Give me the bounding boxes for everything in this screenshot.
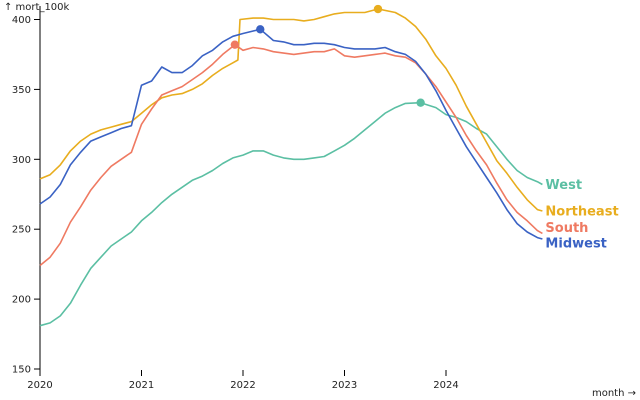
y-tick-label: 150 <box>12 365 31 376</box>
y-tick-label: 250 <box>12 225 31 236</box>
y-axis-ticks: 150 200 250 300 350 400 <box>12 15 40 376</box>
series-label-midwest: Midwest <box>545 236 606 251</box>
y-tick-label: 200 <box>12 295 31 306</box>
y-axis-label: ↑ mort_100k <box>4 2 70 13</box>
series-label-west: West <box>545 178 582 193</box>
series-line-northeast <box>39 8 543 212</box>
x-tick-label: 2023 <box>332 380 357 391</box>
y-tick-label: 350 <box>12 85 31 96</box>
x-tick-label: 2024 <box>433 380 458 391</box>
series-lines <box>39 8 543 327</box>
x-axis-ticks: 2020 2021 2022 2023 2024 <box>27 370 459 391</box>
peak-marker-south <box>230 40 240 49</box>
series-label-northeast: Northeast <box>545 205 618 220</box>
peak-markers <box>230 4 425 107</box>
x-tick-label: 2020 <box>27 380 52 391</box>
x-axis-label: month → <box>592 388 636 399</box>
series-line-south <box>39 43 543 267</box>
y-tick-label: 400 <box>12 15 31 26</box>
x-tick-label: 2021 <box>129 380 154 391</box>
series-line-midwest <box>39 28 543 240</box>
peak-marker-west <box>416 98 425 107</box>
series-line-west <box>39 101 543 327</box>
series-label-south: South <box>545 221 588 236</box>
x-tick-label: 2022 <box>230 380 255 391</box>
peak-marker-midwest <box>256 25 265 34</box>
y-tick-label: 300 <box>12 155 31 166</box>
peak-marker-northeast <box>373 4 383 14</box>
